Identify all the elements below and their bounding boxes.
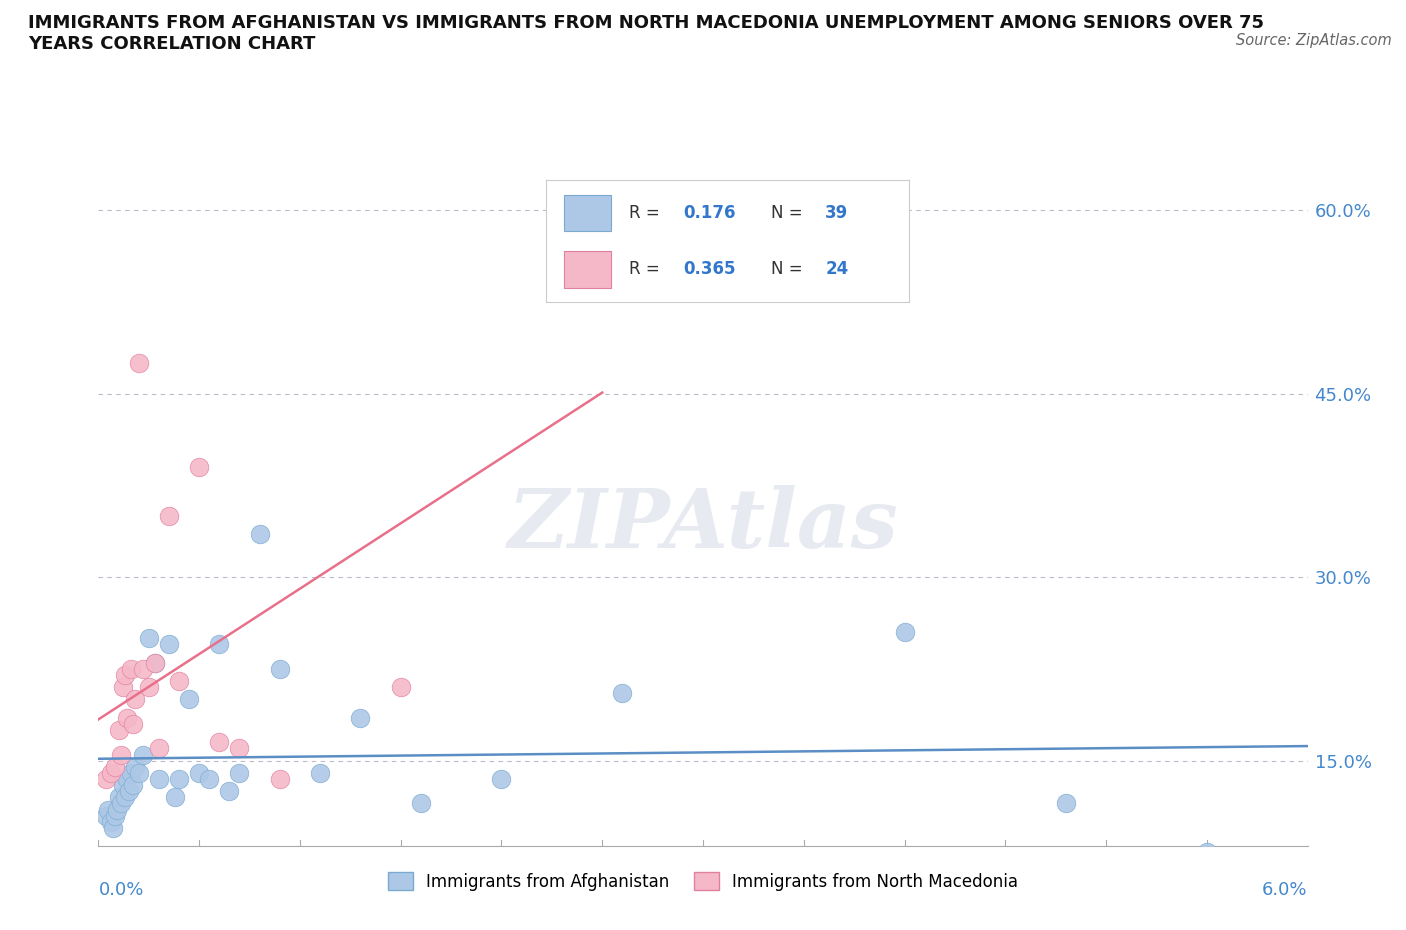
Point (208, 735, 231, 750)
Point (107, 790, 129, 804)
Point (167, 772, 190, 787)
Text: 6.0%: 6.0% (1263, 881, 1308, 898)
Point (110, 796, 132, 811)
Point (124, 759, 146, 774)
Point (409, 796, 432, 811)
Point (157, 637, 180, 652)
Point (188, 765, 211, 780)
Point (124, 692, 146, 707)
Point (121, 716, 143, 731)
Point (121, 777, 143, 792)
Point (101, 820, 124, 835)
Point (349, 711, 371, 725)
Point (138, 680, 160, 695)
Point (157, 509, 180, 524)
Point (551, 251, 574, 266)
Point (97, 803, 120, 817)
Point (100, 815, 122, 830)
Point (143, 656, 166, 671)
Legend: Immigrants from Afghanistan, Immigrants from North Macedonia: Immigrants from Afghanistan, Immigrants … (381, 866, 1025, 897)
Point (389, 680, 412, 695)
Point (1195, 845, 1218, 860)
Point (114, 668, 136, 683)
Point (309, 765, 332, 780)
Point (218, 784, 240, 799)
Text: IMMIGRANTS FROM AFGHANISTAN VS IMMIGRANTS FROM NORTH MACEDONIA UNEMPLOYMENT AMON: IMMIGRANTS FROM AFGHANISTAN VS IMMIGRANT… (28, 14, 1264, 53)
Point (103, 808, 125, 823)
Text: Source: ZipAtlas.com: Source: ZipAtlas.com (1236, 33, 1392, 47)
Point (100, 765, 122, 780)
Point (128, 355, 150, 370)
Point (96, 772, 118, 787)
Point (269, 661, 291, 676)
Point (188, 459, 211, 474)
Point (118, 784, 141, 799)
Point (128, 765, 150, 780)
Point (107, 723, 129, 737)
Point (138, 631, 160, 645)
Point (893, 625, 915, 640)
Point (115, 711, 138, 725)
Point (228, 765, 250, 780)
Point (120, 765, 142, 780)
Point (612, 686, 634, 701)
Text: 0.0%: 0.0% (98, 881, 143, 898)
Point (249, 526, 271, 541)
Point (111, 680, 134, 695)
Point (148, 741, 170, 756)
Point (115, 772, 138, 787)
Point (198, 772, 221, 787)
Point (269, 772, 291, 787)
Point (132, 661, 155, 676)
Point (105, 803, 128, 817)
Point (96, 808, 118, 823)
Point (491, 772, 513, 787)
Point (163, 790, 186, 804)
Point (148, 772, 170, 787)
Point (167, 673, 190, 688)
Point (132, 747, 155, 762)
Point (208, 637, 231, 652)
Point (114, 790, 136, 804)
Point (1054, 796, 1077, 811)
Point (120, 661, 142, 676)
Point (110, 747, 132, 762)
Point (111, 777, 134, 792)
Point (228, 741, 250, 756)
Point (179, 692, 201, 707)
Point (143, 656, 166, 671)
Text: ZIPAtlas: ZIPAtlas (508, 485, 898, 565)
Point (103, 759, 125, 774)
